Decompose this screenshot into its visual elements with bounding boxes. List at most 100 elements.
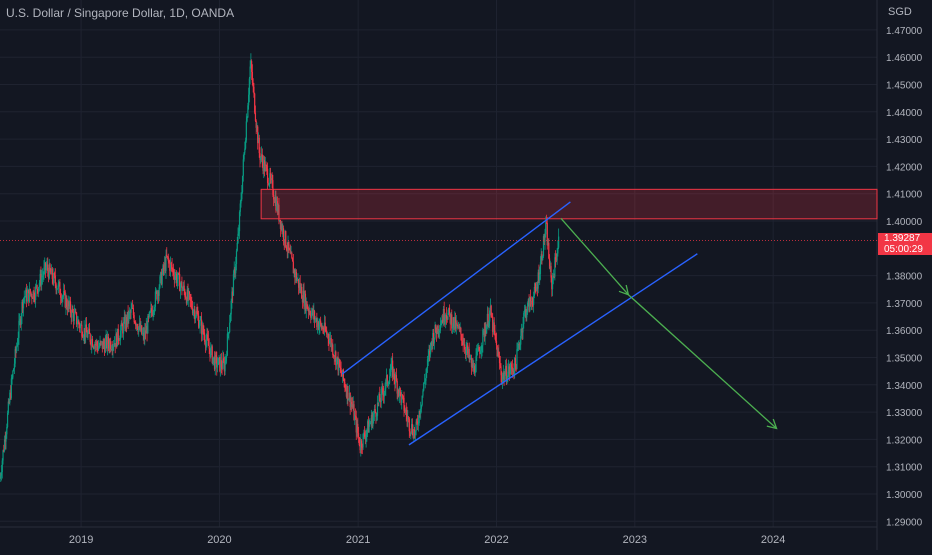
candle-body — [511, 364, 513, 368]
candle-body — [195, 311, 197, 317]
candle-body — [24, 297, 26, 298]
candle-body — [473, 365, 476, 374]
candle-body — [19, 318, 22, 325]
candle-body — [28, 289, 30, 302]
candle-body — [480, 349, 482, 351]
candle-body — [30, 293, 32, 295]
candle-body — [508, 366, 510, 372]
candle-body — [6, 427, 8, 435]
candle-body — [451, 326, 454, 329]
projection-arrow — [627, 294, 778, 429]
candle-body — [225, 356, 227, 362]
candle-body — [551, 277, 554, 290]
candle-body — [40, 273, 42, 286]
candle-body — [119, 339, 121, 341]
candle-body — [99, 341, 101, 347]
candle-body — [78, 320, 80, 325]
candle-body — [547, 242, 549, 246]
candle-body — [166, 256, 169, 258]
candle-body — [132, 308, 134, 309]
candle-body — [453, 317, 455, 328]
candle-body — [244, 148, 246, 153]
candle-body — [134, 322, 136, 323]
candle-body — [392, 360, 394, 377]
candle-body — [217, 358, 219, 365]
candle-body — [358, 436, 360, 445]
y-tick-label: 1.31000 — [886, 463, 923, 474]
y-tick-label: 1.35000 — [886, 354, 923, 365]
candle-body — [321, 327, 323, 329]
candle-body — [343, 379, 345, 383]
candle-body — [223, 358, 225, 362]
candle-body — [69, 301, 72, 313]
candle-body — [385, 379, 387, 389]
candle-body — [466, 345, 468, 349]
candle-body — [533, 295, 535, 305]
candle-body — [266, 166, 268, 170]
candle-body — [93, 346, 95, 349]
candle-body — [199, 319, 201, 326]
candle-body — [53, 273, 55, 283]
candle-body — [123, 317, 125, 322]
candle-body — [429, 350, 431, 355]
candle-body — [172, 269, 174, 270]
candle-body — [307, 308, 310, 312]
chart-title: U.S. Dollar / Singapore Dollar, 1D, OAND… — [6, 6, 235, 20]
candle-body — [285, 246, 288, 250]
candle-body — [204, 341, 207, 346]
candle-body — [315, 318, 317, 320]
candle-body — [522, 324, 524, 333]
candle-body — [369, 423, 371, 425]
candle-body — [70, 312, 72, 318]
candle-body — [121, 322, 123, 327]
candle-body — [487, 313, 489, 326]
candle-body — [117, 328, 119, 341]
candle-body — [281, 224, 283, 232]
candle-body — [270, 178, 272, 180]
candle-body — [420, 408, 422, 414]
candle-body — [31, 293, 33, 298]
candle-body — [174, 276, 176, 280]
candle-body — [513, 370, 515, 375]
candle-body — [399, 388, 401, 393]
candle-body — [34, 298, 36, 301]
candle-body — [459, 327, 461, 329]
candle-body — [36, 285, 38, 290]
candle-body — [426, 359, 429, 369]
candle-body — [263, 160, 266, 172]
candle-body — [87, 332, 89, 338]
candle-body — [11, 377, 13, 379]
candle-body — [137, 328, 139, 332]
candle-body — [219, 360, 222, 371]
candle-body — [295, 272, 297, 278]
candle-body — [370, 414, 373, 423]
candle-body — [492, 316, 494, 332]
candle-body — [15, 349, 17, 352]
y-tick-label: 1.34000 — [886, 381, 923, 392]
candle-body — [454, 317, 457, 329]
candle-body — [421, 395, 423, 405]
candle-body — [14, 349, 16, 364]
candle-body — [231, 291, 233, 301]
candle-body — [135, 322, 137, 326]
candle-body — [6, 412, 9, 428]
candle-body — [125, 317, 127, 329]
candle-body — [65, 298, 67, 308]
candle-body — [130, 308, 132, 313]
candle-body — [138, 323, 141, 327]
candle-body — [423, 382, 425, 391]
candle-body — [533, 287, 535, 296]
candle-body — [0, 475, 2, 478]
candle-body — [329, 338, 332, 340]
candle-body — [127, 311, 129, 321]
candle-body — [94, 344, 97, 345]
candle-body — [59, 282, 61, 295]
candle-body — [456, 322, 458, 325]
candle-body — [85, 324, 87, 338]
candle-body — [517, 344, 520, 349]
x-tick-label: 2020 — [207, 534, 231, 546]
candle-body — [268, 183, 270, 185]
candle-body — [363, 432, 365, 434]
candle-body — [273, 194, 275, 200]
